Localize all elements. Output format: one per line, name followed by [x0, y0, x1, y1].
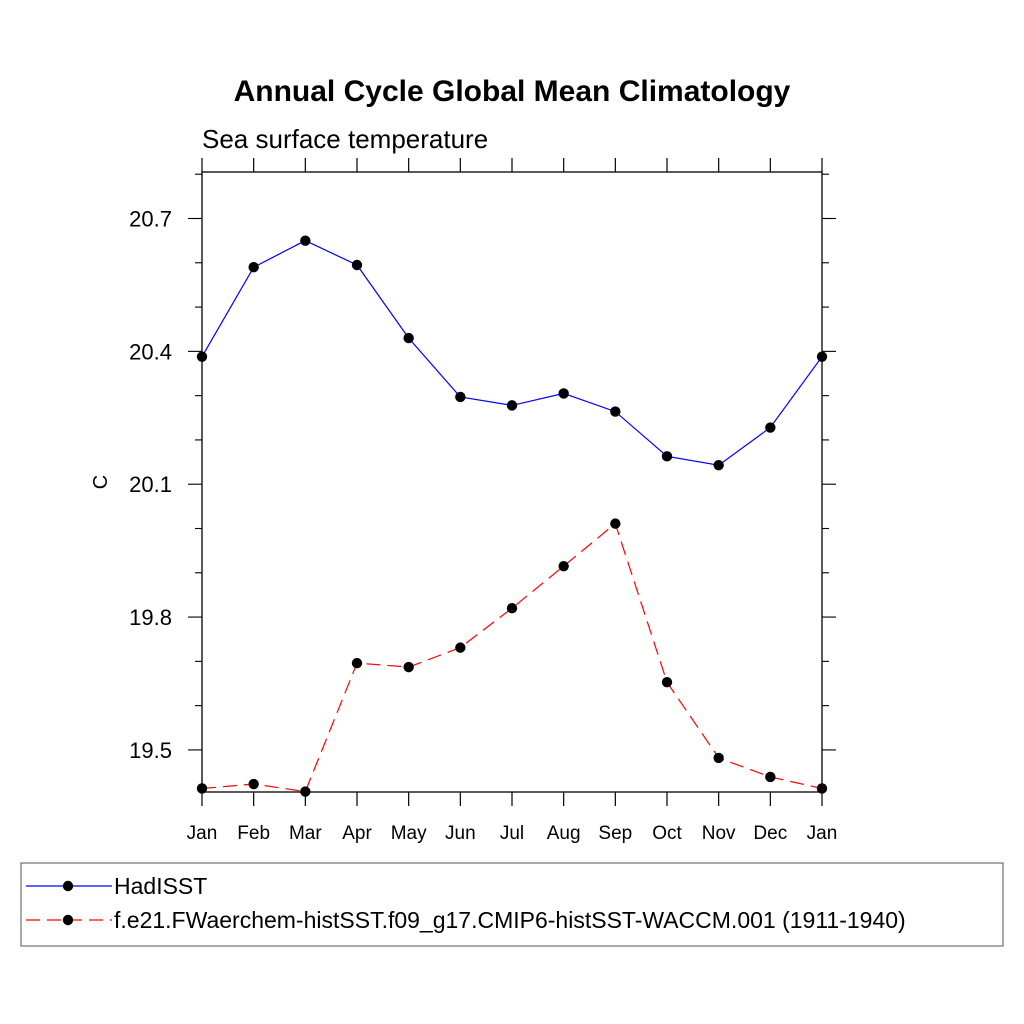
x-tick-label: Jan	[187, 823, 218, 844]
series-1-point	[351, 259, 363, 271]
y-tick-label: 19.8	[129, 605, 172, 630]
chart-subtitle: Sea surface temperature	[202, 124, 488, 154]
legend-items: HadISST f.e21.FWaerchem-histSST.f09_g17.C…	[26, 873, 906, 933]
legend-box	[20, 862, 1004, 947]
series-2-point	[351, 657, 363, 669]
axis-ticks	[188, 158, 836, 806]
y-tick-label: 20.1	[129, 472, 172, 497]
series-2-point	[610, 518, 621, 529]
x-tick-label: Oct	[652, 823, 682, 844]
series-1-point	[300, 235, 311, 246]
series-1-point	[713, 459, 724, 471]
series-2-point	[506, 603, 518, 614]
x-tick-label: Mar	[289, 823, 322, 844]
series-1-point	[403, 332, 414, 344]
x-tick-label: May	[391, 823, 427, 844]
plot-frame	[201, 171, 823, 793]
y-tick-label: 19.5	[129, 738, 172, 763]
series-2-point	[816, 783, 828, 794]
x-tick-label: Jul	[500, 823, 524, 844]
y-tick-labels: 19.5 19.8 20.1 20.4 20.7	[129, 207, 172, 763]
legend-label-2: f.e21.FWaerchem-histSST.f09_g17.CMIP6-hi…	[114, 907, 906, 933]
series-1-point	[196, 351, 208, 362]
x-tick-label: Feb	[237, 823, 270, 844]
series-2-point	[765, 771, 776, 783]
x-tick-label: Sep	[598, 823, 632, 844]
x-tick-label: Jun	[445, 823, 476, 844]
x-tick-label: Jan	[807, 823, 838, 844]
legend-marker-2	[62, 914, 74, 926]
series-layer	[196, 235, 828, 797]
y-tick-label: 20.7	[129, 207, 172, 232]
x-tick-label: Dec	[753, 823, 787, 844]
x-tick-labels: Jan Feb Mar Apr May Jun Jul Aug Sep Oct Nov Dec Jan	[187, 823, 838, 844]
x-tick-label: Nov	[702, 823, 736, 844]
series-2-point	[661, 676, 673, 688]
series-2-point	[300, 786, 311, 797]
series-2-point	[455, 642, 466, 653]
legend-marker-1	[62, 880, 74, 892]
series-1-point	[248, 262, 259, 273]
series-1-point	[661, 451, 673, 462]
series-1-point	[506, 400, 518, 411]
series-2-point	[713, 752, 724, 764]
series-2-point	[403, 661, 414, 673]
series-1-point	[558, 388, 569, 399]
series-2-point	[558, 560, 569, 572]
legend: HadISST f.e21.FWaerchem-histSST.f09_g17.C…	[20, 862, 1004, 947]
series-2-point	[196, 783, 208, 794]
series-line-2	[201, 522, 823, 793]
series-1-point	[765, 422, 776, 433]
legend-label-1: HadISST	[114, 873, 207, 899]
series-line-1	[201, 239, 823, 466]
series-1-point	[455, 391, 466, 403]
chart-title: Annual Cycle Global Mean Climatology	[234, 75, 791, 108]
x-tick-label: Aug	[547, 823, 581, 844]
x-tick-label: Apr	[342, 823, 372, 844]
y-tick-label: 20.4	[129, 339, 172, 364]
series-2-point	[248, 778, 259, 790]
y-axis-label: C	[90, 475, 112, 489]
series-1-point	[816, 351, 828, 362]
series-1-point	[610, 406, 621, 417]
